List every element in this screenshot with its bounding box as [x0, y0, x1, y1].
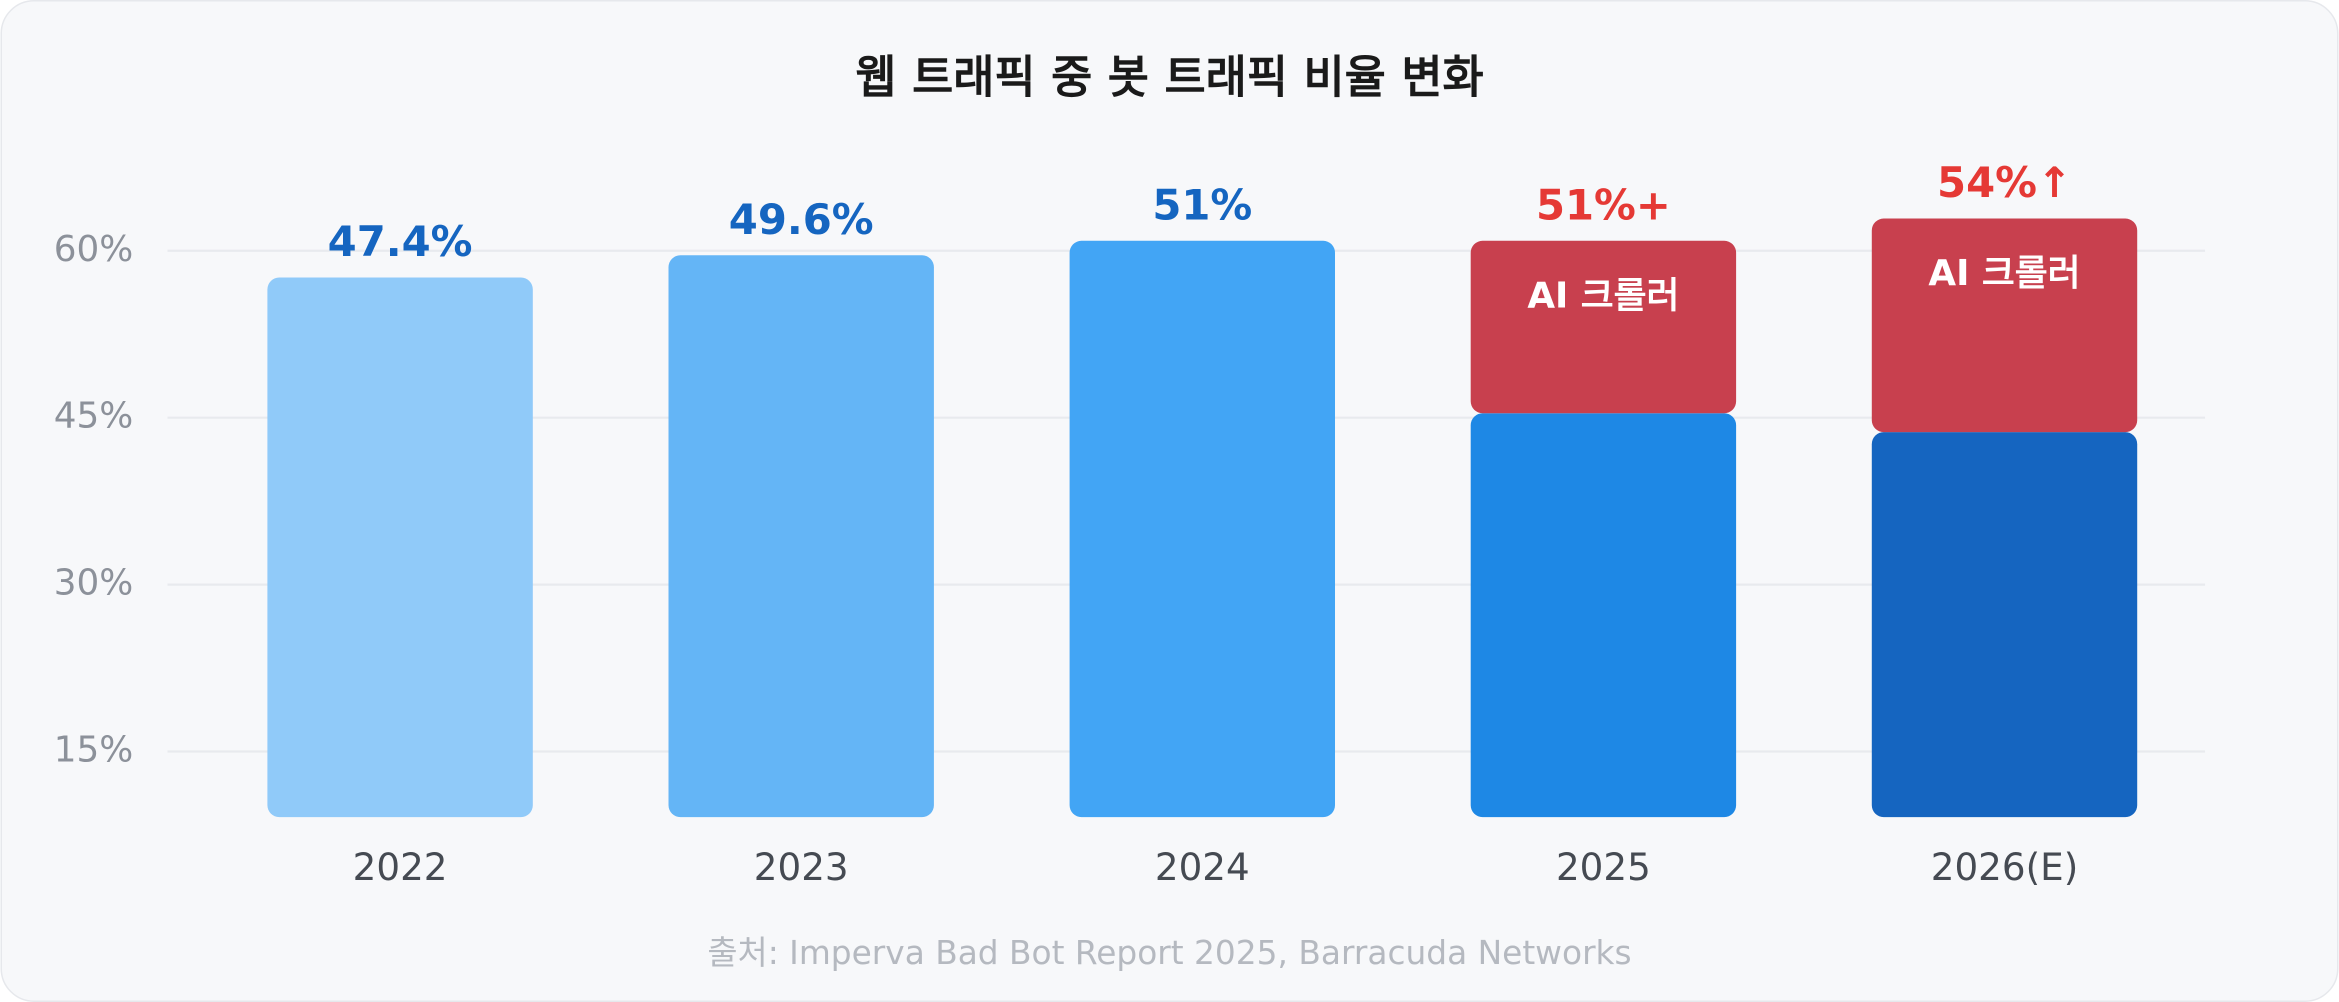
chart-title: 웹 트래픽 중 봇 트래픽 비율 변화: [855, 51, 1483, 104]
value-annotation: 49.6%: [729, 195, 874, 244]
bar-segment: [267, 277, 533, 818]
value-annotation: 51%+: [1536, 180, 1671, 229]
bar-segment: [668, 255, 934, 818]
bar-segment: [1871, 218, 2138, 433]
y-tick-label: 30%: [54, 563, 134, 604]
bar-segment: [1470, 240, 1737, 414]
x-tick-label: 2022: [353, 845, 448, 889]
bar-segment: [1470, 413, 1737, 818]
value-annotation: 47.4%: [328, 217, 473, 266]
x-tick-label: 2024: [1155, 845, 1250, 889]
value-annotation: 54%↑: [1937, 158, 2072, 207]
x-tick-label: 2025: [1556, 845, 1651, 889]
bar-segment: [1871, 432, 2138, 818]
bar-segment: [1069, 240, 1336, 818]
x-tick-label: 2026(E): [1931, 845, 2078, 889]
y-tick-label: 15%: [54, 729, 134, 770]
value-annotation: 51%: [1152, 180, 1252, 229]
y-tick-label: 60%: [54, 229, 134, 270]
segment-label: AI 크롤러: [1527, 275, 1679, 316]
segment-label: AI 크롤러: [1928, 253, 2080, 294]
x-tick-label: 2023: [754, 845, 849, 889]
source-note: 출처: Imperva Bad Bot Report 2025, Barracu…: [707, 934, 1631, 972]
y-tick-label: 45%: [54, 396, 134, 437]
